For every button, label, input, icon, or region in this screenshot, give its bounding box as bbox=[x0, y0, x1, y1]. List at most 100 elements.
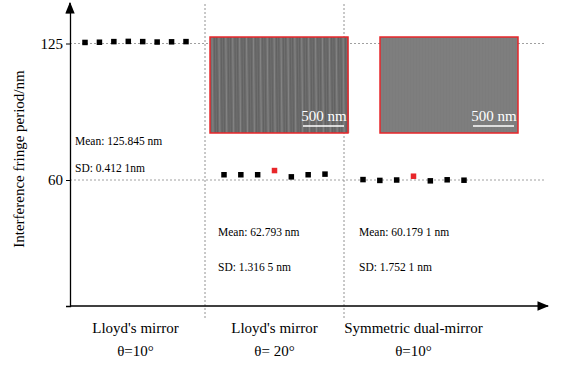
fringe bbox=[463, 37, 464, 133]
point bbox=[461, 177, 467, 183]
point bbox=[154, 39, 160, 45]
fringe bbox=[394, 37, 395, 133]
fringe bbox=[263, 37, 264, 133]
fringe bbox=[253, 37, 254, 133]
fringe bbox=[385, 37, 386, 133]
fringe bbox=[272, 37, 273, 133]
fringe bbox=[235, 37, 236, 133]
fringe bbox=[233, 37, 234, 133]
fringe bbox=[418, 37, 419, 133]
fringe bbox=[281, 37, 282, 133]
category-label: Symmetric dual-mirror bbox=[344, 320, 483, 336]
fringe bbox=[436, 37, 437, 133]
annotation: Mean: 62.793 nm bbox=[218, 226, 300, 238]
scale-bar bbox=[303, 125, 344, 127]
fringe bbox=[290, 37, 291, 133]
fringe bbox=[214, 37, 215, 133]
point bbox=[97, 39, 103, 45]
point bbox=[183, 39, 189, 45]
fringe bbox=[406, 37, 407, 133]
x-categories: Lloyd's mirror θ=10° Lloyd's mirror θ= 20° S… bbox=[92, 320, 483, 359]
fringe bbox=[400, 37, 401, 133]
fringe bbox=[439, 37, 440, 133]
point bbox=[272, 168, 278, 174]
fringe bbox=[391, 37, 392, 133]
y-axis: 60 125 bbox=[41, 13, 71, 307]
fringe bbox=[276, 37, 277, 133]
point bbox=[126, 39, 131, 45]
annotation: Mean: 125.845 nm bbox=[75, 135, 162, 147]
fringe bbox=[244, 37, 245, 133]
fringe bbox=[237, 37, 238, 133]
point bbox=[111, 39, 117, 45]
fringe bbox=[274, 37, 275, 133]
fringe bbox=[403, 37, 404, 133]
category-sublabel: θ= 20° bbox=[254, 343, 294, 359]
fringe bbox=[212, 37, 213, 133]
y-tick: 60 bbox=[48, 172, 70, 188]
fringe bbox=[226, 37, 227, 133]
point bbox=[82, 40, 88, 46]
point bbox=[428, 178, 434, 184]
y-tick: 125 bbox=[41, 36, 71, 52]
fringe bbox=[469, 37, 470, 133]
x-axis-line bbox=[70, 305, 548, 306]
fringe bbox=[258, 37, 259, 133]
annotation: SD: 1.752 1 nm bbox=[359, 261, 432, 273]
fringe bbox=[251, 37, 252, 133]
annotation: SD: 0.412 1nm bbox=[75, 162, 145, 174]
fringe bbox=[451, 37, 452, 133]
fringe bbox=[228, 37, 229, 133]
fringe bbox=[445, 37, 446, 133]
fringe bbox=[221, 37, 222, 133]
category-sublabel: θ=10° bbox=[117, 343, 154, 359]
y-axis-title: Interference fringe period/nm bbox=[11, 70, 27, 248]
point bbox=[322, 171, 328, 177]
fringe bbox=[382, 37, 383, 133]
y-tick-label: 60 bbox=[48, 172, 63, 188]
scale-bar-label: 500 nm bbox=[471, 108, 517, 124]
fringe bbox=[219, 37, 220, 133]
category-label: Lloyd's mirror bbox=[92, 320, 178, 336]
fringe bbox=[460, 37, 461, 133]
fringe bbox=[224, 37, 225, 133]
y-axis-arrow bbox=[69, 3, 70, 12]
scale-bar bbox=[473, 125, 514, 127]
fringe bbox=[265, 37, 266, 133]
annotations: Mean: 125.845 nm SD: 0.412 1nm Mean: 62.79… bbox=[75, 135, 449, 273]
fringe bbox=[421, 37, 422, 133]
point bbox=[221, 172, 227, 178]
fringe bbox=[256, 37, 257, 133]
separator bbox=[205, 4, 206, 318]
fringe bbox=[430, 37, 431, 133]
category-label: Lloyd's mirror bbox=[231, 320, 317, 336]
fringe bbox=[412, 37, 413, 133]
fringe bbox=[424, 37, 425, 133]
fringe bbox=[415, 37, 416, 133]
fringe bbox=[457, 37, 458, 133]
fringe bbox=[295, 37, 296, 133]
fringe bbox=[242, 37, 243, 133]
fringe bbox=[249, 37, 250, 133]
point bbox=[377, 178, 383, 184]
fringe bbox=[442, 37, 443, 133]
fringe bbox=[427, 37, 428, 133]
y-tick-label: 125 bbox=[41, 36, 64, 52]
image-frame bbox=[380, 37, 518, 133]
fringe bbox=[409, 37, 410, 133]
fringe bbox=[279, 37, 280, 133]
sem-image: 500 nm bbox=[380, 37, 518, 133]
y-tick-mark bbox=[66, 180, 70, 181]
fringe bbox=[297, 37, 298, 133]
fringe bbox=[299, 37, 300, 133]
fringe bbox=[286, 37, 287, 133]
fringe bbox=[293, 37, 294, 133]
image-background bbox=[210, 37, 348, 133]
fringe bbox=[288, 37, 289, 133]
fringe bbox=[260, 37, 261, 133]
fringe bbox=[466, 37, 467, 133]
fringe bbox=[388, 37, 389, 133]
fringe bbox=[247, 37, 248, 133]
scale-bar-label: 500 nm bbox=[301, 108, 347, 124]
fringe bbox=[267, 37, 268, 133]
